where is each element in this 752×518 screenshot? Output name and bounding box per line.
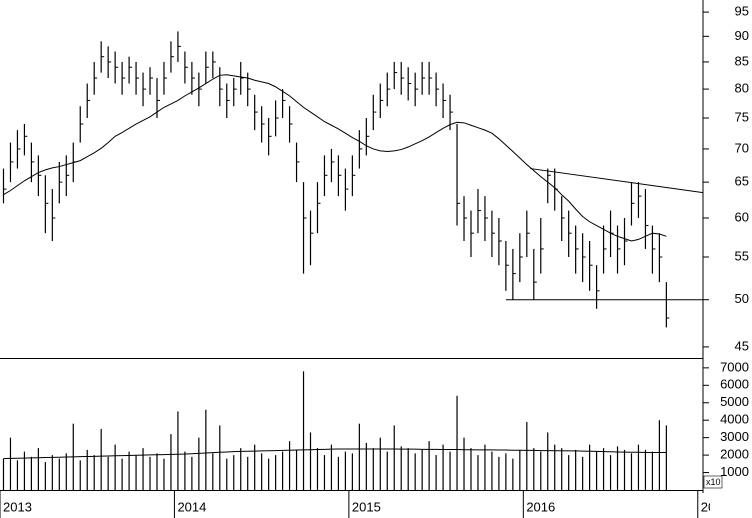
volume-y-tick-label: 4000 [720, 412, 749, 427]
y-tick-label: 45 [735, 338, 749, 353]
trend-line [530, 168, 703, 194]
x-label-group: 2013 2014 2015 2016 2017 [3, 499, 730, 514]
moving-average [3, 74, 667, 242]
y-tick-label: 90 [735, 28, 749, 43]
y-tick-label: 70 [735, 140, 749, 155]
x-tick-label: 2015 [352, 499, 381, 514]
x-tick-label: 2013 [3, 499, 32, 514]
volume-y-tick-label: 1000 [720, 464, 749, 479]
y-tick-label: 60 [735, 209, 749, 224]
y-tick-label: 50 [735, 291, 749, 306]
volume-y-tick-label: 3000 [720, 429, 749, 444]
volume-y-tick-label: 6000 [720, 377, 749, 392]
y-tick-label: 55 [735, 248, 749, 263]
x-tick-label: 2016 [526, 499, 555, 514]
volume-y-tick-label: 5000 [720, 394, 749, 409]
price-plot [2, 31, 703, 328]
volume-unit-label: x10 [706, 477, 721, 487]
y-tick-label: 80 [735, 81, 749, 96]
y-tick-label: 75 [735, 109, 749, 124]
volume-moving-average [3, 448, 667, 460]
volume-y-tick-label: 7000 [720, 359, 749, 374]
y-tick-label: 95 [735, 4, 749, 19]
y-tick-label: 85 [735, 53, 749, 68]
x-tick-label: 2017 [701, 499, 730, 514]
unit-box [703, 475, 723, 489]
y-tick-label: 65 [735, 174, 749, 189]
volume-y-tick-label: 2000 [720, 447, 749, 462]
x-tick-label: 2014 [177, 499, 206, 514]
